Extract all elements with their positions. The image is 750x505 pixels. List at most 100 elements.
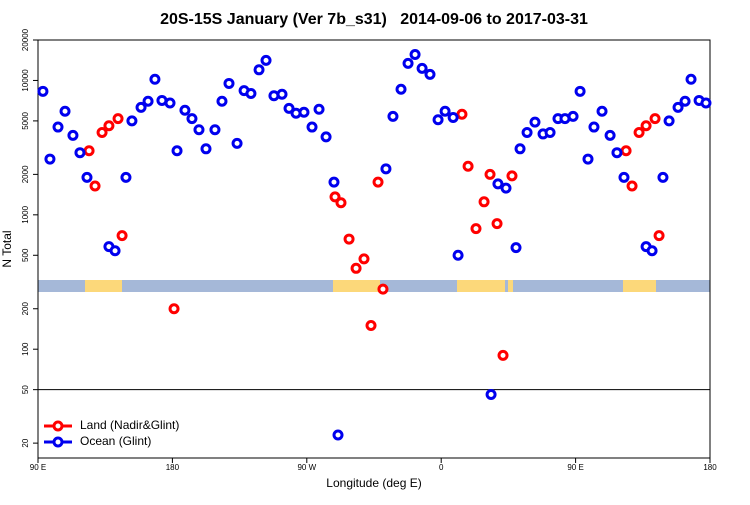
y-tick-label: 20 [21, 438, 30, 447]
data-point [663, 115, 675, 127]
data-point [44, 153, 56, 165]
plot-frame [37, 39, 711, 459]
data-point [402, 57, 414, 69]
data-point [604, 129, 616, 141]
data-point [679, 95, 691, 107]
data-point [179, 104, 191, 116]
data-point [328, 176, 340, 188]
data-point [626, 180, 638, 192]
data-point [350, 262, 362, 274]
data-point [126, 115, 138, 127]
y-axis-label: N Total [0, 230, 14, 267]
data-point [306, 121, 318, 133]
data-point [59, 105, 71, 117]
legend-marker [52, 436, 64, 448]
data-point [200, 143, 212, 155]
data-point [120, 171, 132, 183]
data-point [640, 120, 652, 132]
y-tick-label: 20000 [21, 28, 30, 51]
data-point [452, 249, 464, 261]
y-tick-label: 5000 [21, 111, 30, 129]
data-point [164, 97, 176, 109]
data-point [582, 153, 594, 165]
data-point [168, 303, 180, 315]
data-point [96, 126, 108, 138]
data-point [231, 137, 243, 149]
data-point [380, 163, 392, 175]
data-point [377, 283, 389, 295]
data-point [260, 54, 272, 66]
data-point [588, 121, 600, 133]
y-tick-label: 500 [21, 248, 30, 262]
data-point [618, 171, 630, 183]
data-point [216, 95, 228, 107]
data-point [506, 170, 518, 182]
legend-label: Land (Nadir&Glint) [80, 418, 179, 432]
data-point [470, 223, 482, 235]
data-point [611, 147, 623, 159]
data-point [223, 77, 235, 89]
data-point [171, 145, 183, 157]
data-point [343, 233, 355, 245]
x-tick-label: 0 [439, 463, 444, 472]
data-point [112, 113, 124, 125]
data-point [193, 124, 205, 136]
legend-label: Ocean (Glint) [80, 434, 151, 448]
data-point [245, 87, 257, 99]
data-point [620, 145, 632, 157]
data-point [529, 116, 541, 128]
data-point [37, 85, 49, 97]
x-tick-label: 90 E [567, 463, 583, 472]
x-tick-label: 180 [166, 463, 180, 472]
data-point [358, 253, 370, 265]
data-point [439, 105, 451, 117]
data-point [116, 230, 128, 242]
data-point [365, 320, 377, 332]
x-tick-label: 180 [703, 463, 717, 472]
data-point [329, 191, 341, 203]
data-point [462, 160, 474, 172]
data-point [596, 105, 608, 117]
data-point [276, 88, 288, 100]
y-tick-label: 50 [21, 385, 30, 394]
data-point [478, 196, 490, 208]
y-tick-label: 200 [21, 302, 30, 316]
data-point [500, 182, 512, 194]
data-point [89, 180, 101, 192]
data-point [491, 218, 503, 230]
land-patch [457, 280, 505, 292]
data-point [485, 389, 497, 401]
land-patch [85, 280, 122, 292]
data-point [649, 113, 661, 125]
data-point [335, 197, 347, 209]
land-ocean-strip [38, 280, 710, 292]
data-point [283, 102, 295, 114]
data-point [395, 83, 407, 95]
chart-title: 20S-15S January (Ver 7b_s31) 2014-09-06 … [160, 11, 588, 28]
data-point [209, 124, 221, 136]
data-point [456, 108, 468, 120]
data-point [135, 101, 147, 113]
data-point [574, 85, 586, 97]
data-point [646, 245, 658, 257]
data-point [514, 143, 526, 155]
data-point [186, 113, 198, 125]
y-tick-label: 1000 [21, 205, 30, 223]
data-point [521, 126, 533, 138]
data-point [142, 95, 154, 107]
data-point [657, 171, 669, 183]
data-point [81, 171, 93, 183]
data-point [332, 429, 344, 441]
y-tick-label: 100 [21, 342, 30, 356]
data-point [700, 97, 712, 109]
data-point [52, 121, 64, 133]
data-point [424, 68, 436, 80]
data-point [484, 168, 496, 180]
data-point [544, 126, 556, 138]
data-point [67, 129, 79, 141]
x-axis-label: Longitude (deg E) [326, 476, 421, 490]
data-point [298, 106, 310, 118]
data-point [447, 112, 459, 124]
